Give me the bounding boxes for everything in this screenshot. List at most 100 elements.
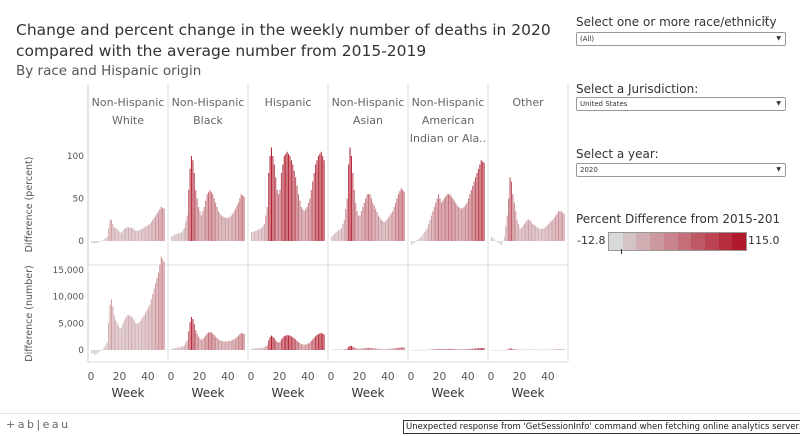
bar-percent — [193, 173, 195, 241]
footer-divider — [0, 413, 800, 414]
bar-number — [435, 349, 437, 350]
year-value: 2020 — [580, 166, 598, 174]
tableau-logo[interactable]: +ab|eau — [6, 418, 71, 431]
bar-number — [263, 347, 265, 350]
bar-number — [140, 319, 142, 350]
bar-percent — [542, 228, 544, 241]
bar-number — [362, 348, 364, 350]
bar-number — [162, 259, 164, 350]
x-axis-title: Week — [352, 386, 385, 400]
bar-number — [545, 349, 547, 351]
bar-number — [112, 306, 114, 350]
bar-number — [479, 348, 481, 350]
bar-percent — [198, 207, 200, 241]
bar-number — [459, 349, 461, 350]
x-tick-label: 0 — [488, 371, 495, 383]
bar-percent — [202, 211, 204, 241]
bar-percent — [92, 241, 94, 243]
bar-number — [189, 322, 191, 350]
bar-percent — [223, 217, 225, 241]
jurisdiction-select[interactable]: United States ▼ — [576, 97, 786, 111]
y-tick-label: 15,000 — [53, 266, 85, 276]
bar-number — [420, 349, 423, 351]
bar-percent — [123, 229, 125, 241]
bar-number — [92, 350, 94, 354]
bar-number — [183, 345, 185, 350]
bar-number — [522, 349, 524, 351]
bar-percent — [208, 192, 210, 242]
x-tick-label: 40 — [541, 371, 554, 383]
bar-number — [102, 348, 104, 350]
bar-number — [199, 338, 201, 350]
legend-color-ramp[interactable] — [608, 232, 747, 251]
bar-number — [382, 348, 384, 350]
bar-percent — [156, 213, 158, 242]
bar-percent — [160, 207, 162, 241]
bar-percent — [533, 224, 535, 241]
race-filter-select[interactable]: (All) ▼ — [576, 32, 786, 46]
bar-percent — [243, 196, 245, 241]
bar-number — [209, 331, 211, 350]
filter-icon[interactable]: ▽ — [762, 15, 769, 25]
bar-percent — [516, 219, 518, 241]
bar-number — [323, 334, 325, 350]
bar-number — [365, 347, 367, 350]
bar-percent — [376, 212, 378, 241]
bar-number — [526, 349, 528, 350]
bar-number — [460, 349, 462, 350]
bar-number — [173, 348, 175, 350]
year-select[interactable]: 2020 ▼ — [576, 163, 786, 177]
bar-number — [307, 343, 309, 350]
bar-percent — [279, 190, 281, 241]
bar-number — [557, 349, 559, 350]
bar-percent — [91, 241, 93, 243]
jurisdiction-value: United States — [580, 100, 628, 108]
bar-number — [476, 348, 478, 350]
bar-percent — [282, 164, 284, 241]
bar-percent — [132, 228, 134, 241]
bar-number — [146, 310, 148, 350]
bar-percent — [139, 229, 141, 241]
bar-number — [482, 348, 484, 350]
bar-number — [322, 333, 324, 350]
bar-number — [190, 316, 192, 350]
bar-percent — [532, 224, 534, 241]
bar-number — [498, 350, 500, 351]
bar-number — [210, 332, 212, 350]
bar-number — [106, 342, 108, 350]
bar-number — [339, 349, 341, 350]
bar-percent — [109, 219, 111, 241]
bar-number — [519, 349, 521, 351]
bar-number — [389, 348, 391, 350]
bar-percent — [523, 224, 525, 241]
bar-number — [193, 323, 195, 350]
bar-percent — [512, 194, 514, 241]
bar-percent — [276, 190, 278, 241]
bar-percent — [110, 219, 112, 241]
bar-number — [283, 336, 285, 350]
bar-number — [562, 349, 564, 350]
bar-number — [262, 347, 264, 350]
bar-number — [273, 338, 275, 350]
bar-number — [369, 347, 371, 350]
bar-percent — [303, 211, 305, 241]
bar-percent — [122, 230, 124, 241]
bar-number — [175, 347, 177, 350]
bar-number — [233, 339, 235, 350]
bar-number — [212, 333, 214, 350]
bar-number — [552, 349, 554, 350]
bar-percent — [313, 173, 315, 241]
bar-number — [386, 348, 388, 350]
bar-percent — [415, 241, 417, 242]
bar-number — [198, 336, 200, 350]
bar-number — [227, 341, 229, 350]
bar-percent — [452, 198, 454, 241]
bar-percent — [508, 198, 510, 241]
group-header-label: Black — [193, 114, 223, 127]
bar-percent — [363, 202, 365, 241]
bar-percent — [95, 241, 97, 244]
bar-percent — [420, 236, 423, 241]
bar-number — [390, 348, 392, 350]
x-tick-label: 40 — [221, 371, 234, 383]
page-title: Change and percent change in the weekly … — [16, 21, 551, 60]
